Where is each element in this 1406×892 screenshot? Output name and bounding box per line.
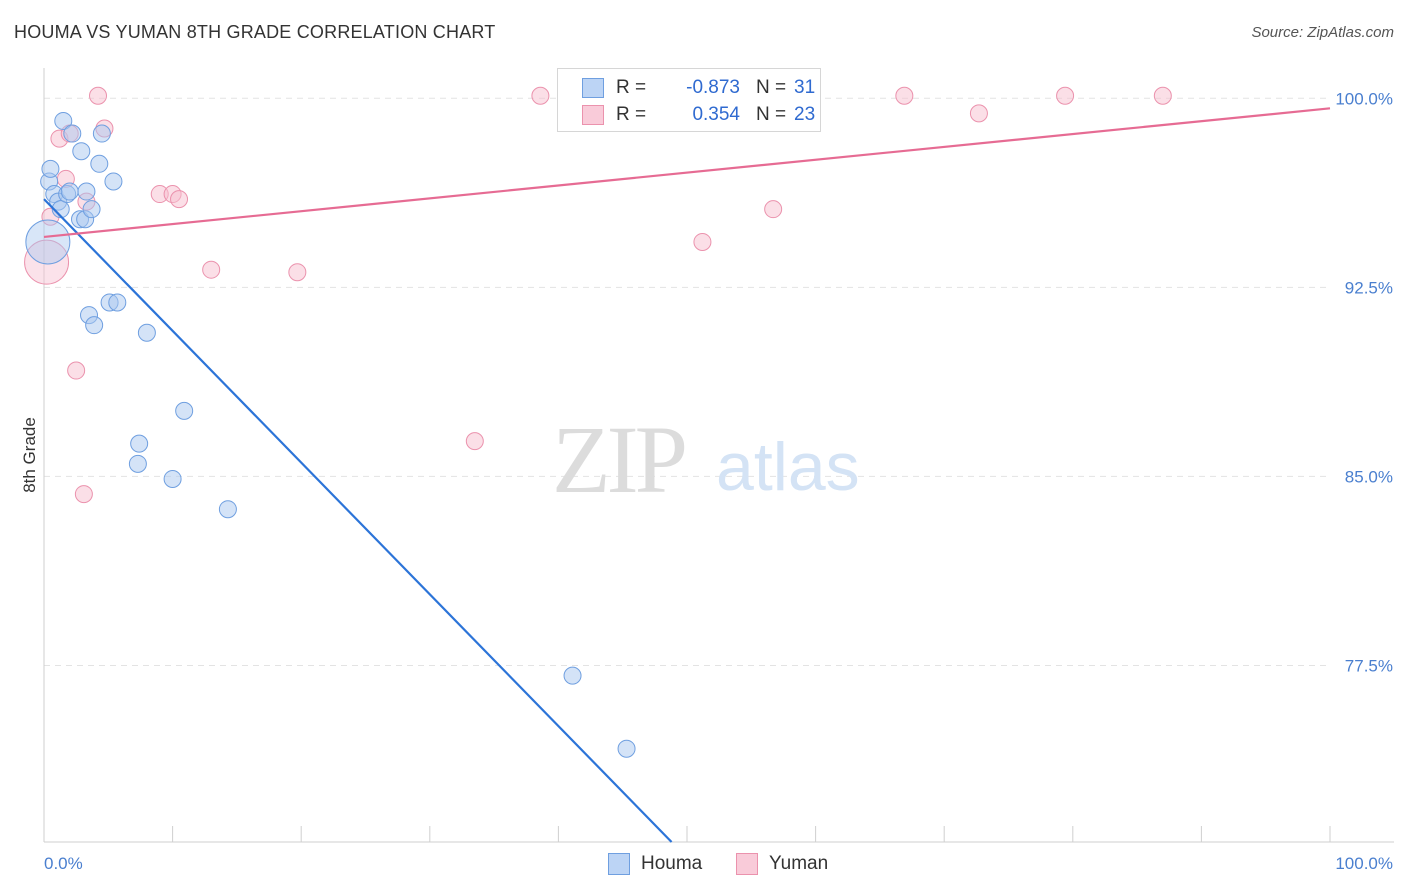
y-tick-label: 77.5% — [1345, 657, 1393, 676]
yuman-point — [895, 86, 914, 105]
houma-point — [25, 219, 71, 265]
houma-point — [54, 111, 73, 130]
houma-point — [63, 124, 82, 143]
yuman-series — [24, 86, 1172, 504]
watermark-zip: ZIP — [552, 406, 685, 513]
houma-swatch — [582, 78, 604, 98]
axes — [43, 68, 1394, 843]
y-axis-label: 8th Grade — [20, 417, 39, 493]
houma-point — [82, 200, 101, 219]
yuman-point — [531, 86, 550, 105]
houma-r-label: R = — [616, 77, 647, 98]
yuman-point — [1153, 86, 1172, 105]
houma-point — [85, 316, 104, 335]
source-credit: Source: ZipAtlas.com — [1251, 24, 1394, 41]
yuman-legend-label: Yuman — [769, 853, 829, 874]
yuman-r-label: R = — [616, 104, 647, 125]
yuman-n-value: 23 — [794, 104, 816, 125]
gridlines — [44, 97, 1330, 667]
houma-point — [60, 182, 79, 201]
houma-n-label: N = — [756, 77, 787, 98]
houma-legend-label: Houma — [641, 853, 703, 874]
houma-series — [25, 111, 636, 758]
correlation-legend: R = -0.873 N = 31 R = 0.354 N = 23 — [557, 68, 821, 132]
houma-trend-line — [43, 198, 673, 843]
yuman-trend-line — [43, 107, 1331, 239]
yuman-legend-swatch — [736, 853, 758, 875]
yuman-point — [465, 432, 484, 451]
tick-labels: 77.5% 85.0% 92.5% 100.0% 0.0% 100.0% — [44, 89, 1393, 873]
x-tick-label: 0.0% — [44, 854, 83, 873]
yuman-point — [67, 361, 86, 380]
houma-point — [175, 401, 194, 420]
yuman-point — [202, 260, 221, 279]
x-tick-label: 100.0% — [1335, 854, 1393, 873]
y-tick-label: 92.5% — [1345, 278, 1393, 297]
houma-point — [108, 293, 127, 312]
yuman-point — [1056, 86, 1075, 105]
yuman-point — [288, 263, 307, 282]
houma-point — [90, 154, 109, 173]
yuman-point — [693, 232, 712, 251]
yuman-point — [170, 190, 189, 209]
chart-title: HOUMA VS YUMAN 8TH GRADE CORRELATION CHA… — [14, 22, 496, 42]
watermark: ZIP atlas — [552, 406, 860, 513]
houma-legend-swatch — [608, 853, 630, 875]
houma-point — [137, 323, 156, 342]
houma-point — [104, 172, 123, 191]
watermark-atlas: atlas — [716, 429, 860, 505]
yuman-swatch — [582, 105, 604, 125]
y-tick-label: 100.0% — [1335, 89, 1393, 108]
houma-point — [218, 500, 237, 519]
yuman-n-label: N = — [756, 104, 787, 125]
houma-point — [563, 666, 582, 685]
houma-n-value: 31 — [794, 77, 816, 98]
yuman-r-value: 0.354 — [692, 104, 740, 125]
houma-point — [72, 142, 91, 161]
houma-point — [617, 739, 636, 758]
trend-lines — [43, 107, 1331, 843]
yuman-point — [89, 86, 108, 105]
houma-r-value: -0.873 — [686, 77, 740, 98]
houma-point — [92, 124, 111, 143]
yuman-point — [969, 104, 988, 123]
houma-point — [77, 182, 96, 201]
y-tick-label: 85.0% — [1345, 467, 1393, 486]
yuman-point — [74, 485, 93, 504]
yuman-point — [764, 200, 783, 219]
houma-point — [128, 454, 147, 473]
houma-point — [163, 469, 182, 488]
houma-point — [130, 434, 149, 453]
houma-point — [41, 159, 60, 178]
yuman-point — [24, 239, 70, 285]
